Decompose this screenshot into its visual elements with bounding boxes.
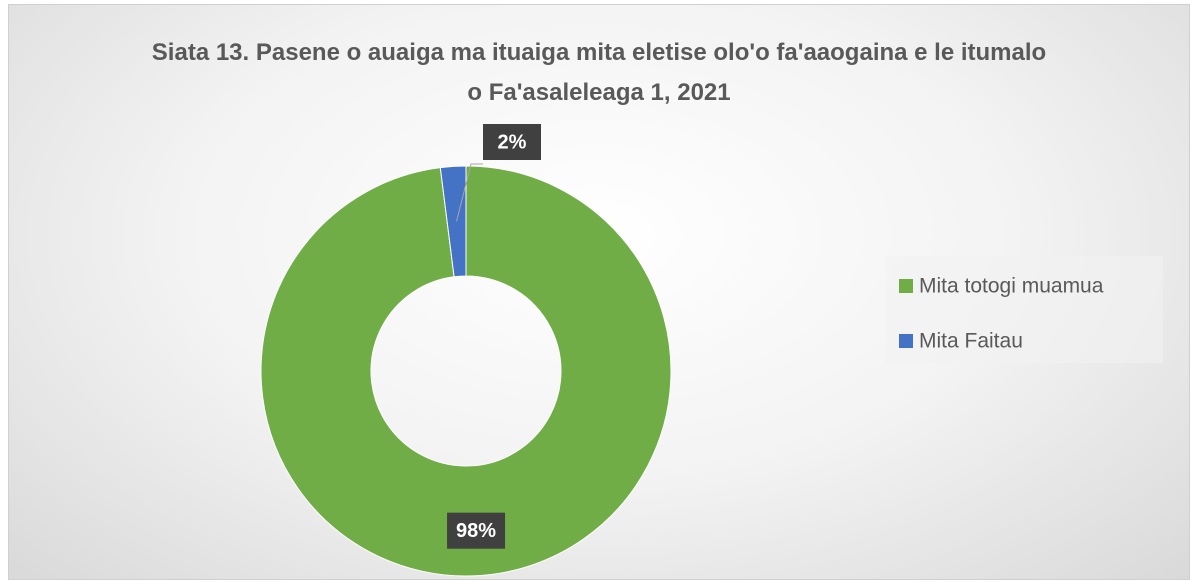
legend-label: Mita totogi muamua	[919, 275, 1104, 298]
legend-box	[886, 256, 1163, 363]
chart-title: Siata 13. Pasene o auaiga ma ituaiga mit…	[151, 39, 1047, 106]
data-label: 2%	[498, 131, 527, 153]
donut-slice	[260, 165, 672, 577]
data-label-box	[483, 124, 541, 160]
chart-area: Siata 13. Pasene o auaiga ma ituaiga mit…	[8, 4, 1190, 580]
legend-swatch	[899, 334, 913, 348]
data-label: 98%	[456, 520, 496, 542]
data-label-box	[447, 512, 506, 549]
donut-slice	[439, 165, 467, 278]
leader-line	[456, 163, 483, 222]
legend-swatch	[899, 279, 913, 293]
chart: 98% 2% Mita totogi muamua Mita Faitau	[260, 124, 1163, 577]
legend-label: Mita Faitau	[919, 330, 1023, 353]
